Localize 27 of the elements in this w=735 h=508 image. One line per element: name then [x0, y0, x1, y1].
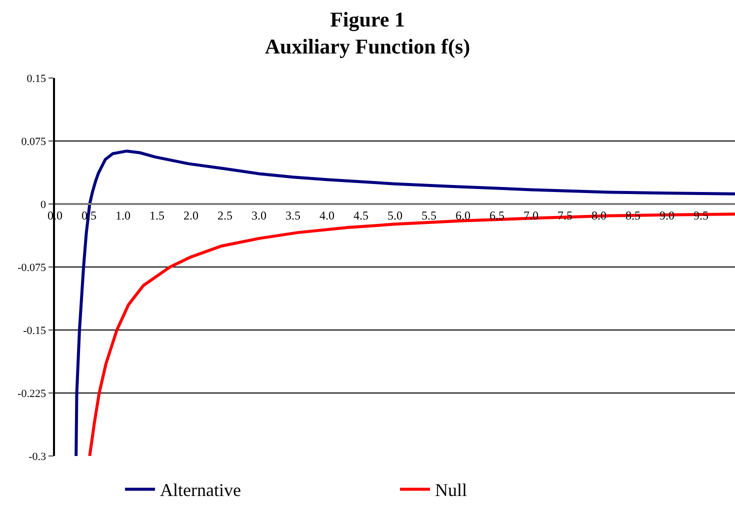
- x-tick-label: 2.0: [184, 208, 198, 222]
- y-tick-label: 0.075: [21, 136, 47, 148]
- x-tick-label: 1.5: [150, 208, 164, 222]
- x-tick-label: 5.0: [388, 208, 402, 222]
- x-tick-label: 8.0: [592, 208, 606, 222]
- x-tick-label: 9.0: [660, 208, 674, 222]
- legend-label: Null: [435, 480, 468, 500]
- y-tick-label: -0.3: [28, 450, 47, 463]
- x-tick-label: 3.0: [252, 208, 266, 222]
- x-tick-label: 4.5: [354, 208, 368, 222]
- x-tick-label: 4.0: [320, 208, 334, 222]
- y-tick-label: 0.15: [26, 72, 47, 85]
- x-tick-label: 9.5: [694, 208, 708, 222]
- line-series: [74, 150, 735, 456]
- y-tick-label: -0.075: [18, 262, 47, 274]
- x-tick-label: 7.5: [558, 208, 572, 222]
- x-tick-label: 5.5: [422, 208, 436, 222]
- y-tick-label: -0.15: [23, 324, 47, 337]
- legend-label: Alternative: [160, 480, 241, 500]
- y-tick-label: -0.225: [18, 388, 47, 400]
- x-tick-label: 1.0: [116, 208, 130, 222]
- x-tick-label: 2.5: [218, 208, 232, 222]
- x-tick-label: 8.5: [626, 208, 640, 222]
- chart-title: Figure 1 Auxiliary Function f(s): [264, 7, 470, 59]
- x-tick-label: 6.0: [456, 208, 470, 222]
- x-tick-label: 3.5: [286, 208, 300, 222]
- y-tick-label: 0: [40, 198, 47, 211]
